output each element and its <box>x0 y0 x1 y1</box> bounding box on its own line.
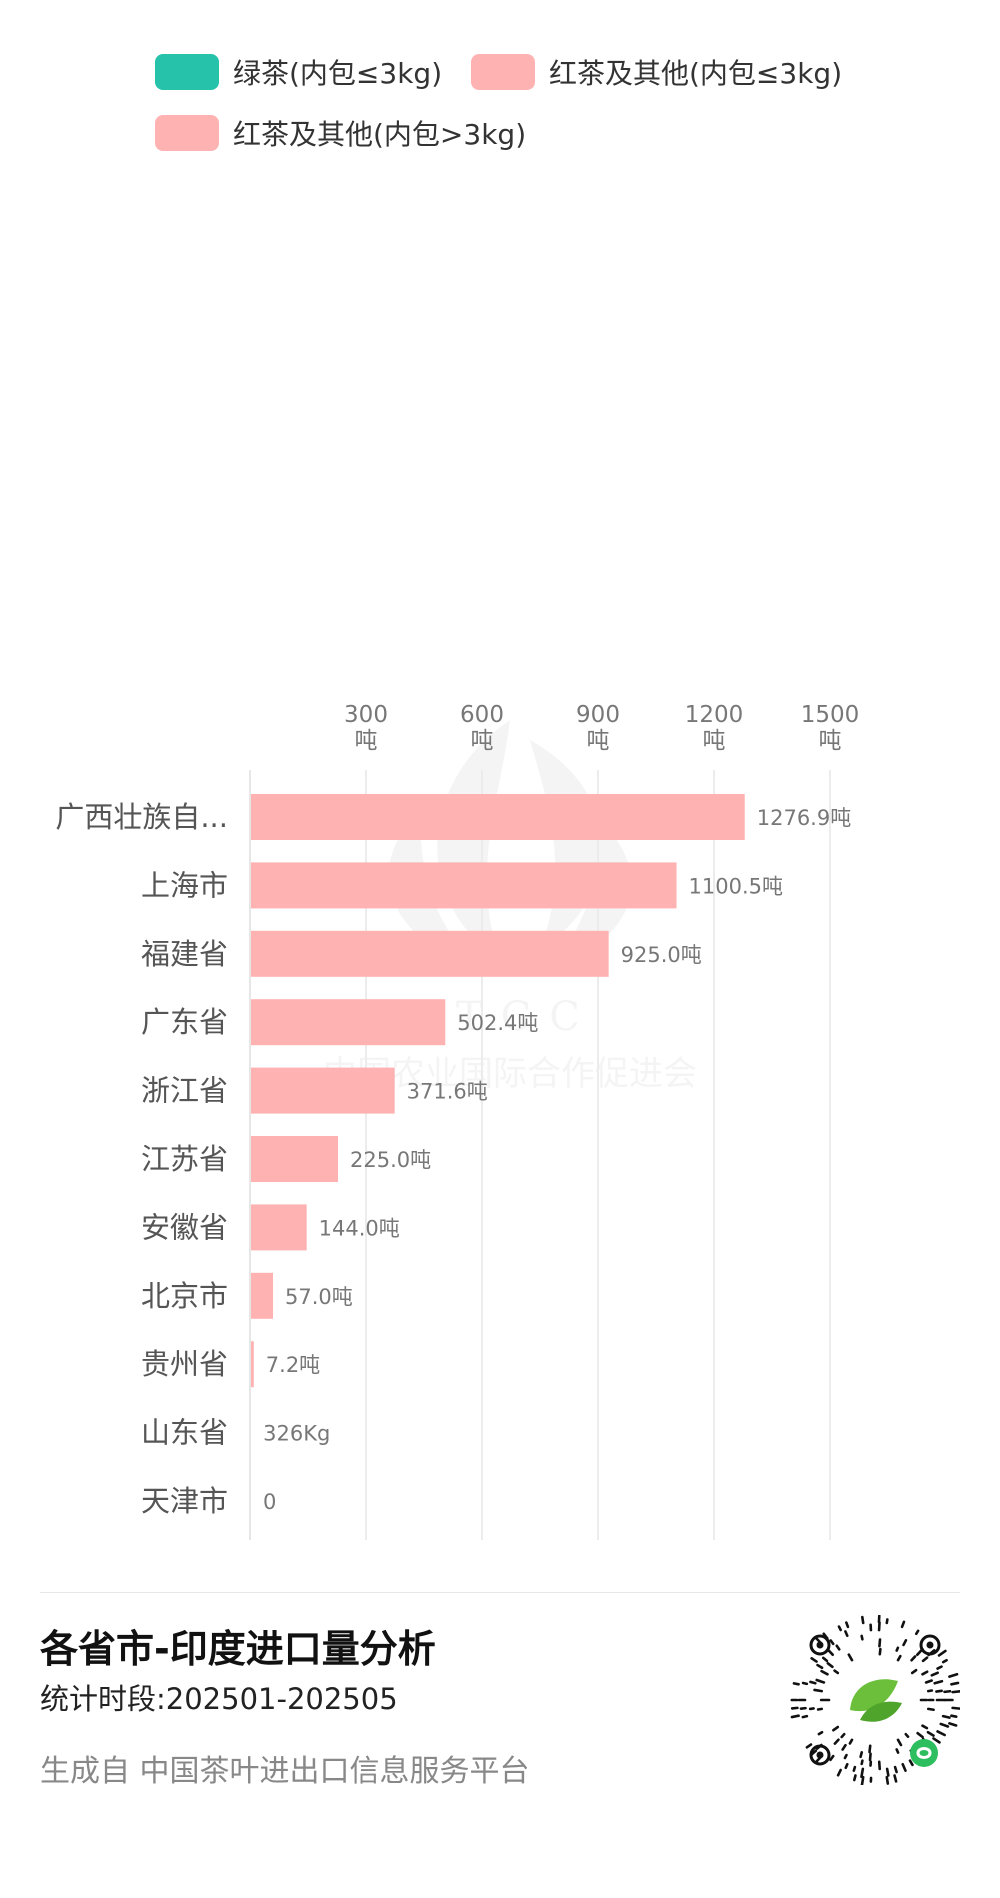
value-label: 502.4吨 <box>457 1011 538 1035</box>
value-label: 326Kg <box>263 1422 330 1446</box>
category-label: 广东省 <box>141 1005 228 1039</box>
x-tick-unit: 吨 <box>587 728 610 754</box>
category-label: 安徽省 <box>141 1210 228 1244</box>
legend-item-green-tea[interactable]: 绿茶(内包≤3kg) <box>155 52 442 92</box>
x-tick-unit: 吨 <box>703 728 726 754</box>
legend-label-black-tea-large: 红茶及其他(内包>3kg) <box>233 118 527 151</box>
category-label: 江苏省 <box>141 1142 228 1176</box>
value-label: 925.0吨 <box>621 943 702 967</box>
bar <box>251 1272 274 1319</box>
category-label: 广西壮族自... <box>55 800 228 834</box>
bar <box>251 999 446 1046</box>
category-label: 浙江省 <box>141 1074 228 1108</box>
category-label: 山东省 <box>141 1416 228 1450</box>
x-tick-label: 600 <box>460 702 504 728</box>
x-tick-unit: 吨 <box>819 728 842 754</box>
legend-swatch-green-tea <box>155 54 219 90</box>
category-label: 北京市 <box>141 1279 228 1313</box>
value-label: 371.6吨 <box>407 1080 488 1104</box>
value-label: 57.0吨 <box>285 1285 353 1309</box>
legend-label-green-tea: 绿茶(内包≤3kg) <box>233 57 443 90</box>
x-tick-label: 300 <box>344 702 388 728</box>
value-label: 225.0吨 <box>350 1148 431 1172</box>
bar <box>251 930 609 977</box>
x-tick-label: 900 <box>576 702 620 728</box>
legend-swatch-black-tea-large <box>155 115 219 151</box>
category-label: 福建省 <box>141 937 228 971</box>
x-tick-label: 1200 <box>685 702 744 728</box>
x-tick-unit: 吨 <box>355 728 378 754</box>
x-tick-label: 1500 <box>801 702 860 728</box>
x-tick-unit: 吨 <box>471 728 494 754</box>
tea-leaf-icon <box>850 1679 898 1712</box>
svg-text:ITCC: ITCC <box>422 994 598 1040</box>
value-label: 7.2吨 <box>266 1353 320 1377</box>
value-label: 144.0吨 <box>319 1216 400 1240</box>
legend-label-black-tea-small: 红茶及其他(内包≤3kg) <box>549 57 843 90</box>
value-label: 1276.9吨 <box>757 806 851 830</box>
value-label: 1100.5吨 <box>689 874 783 898</box>
footer-source: 生成自 中国茶叶进出口信息服务平台 <box>40 1754 530 1789</box>
value-label: 0 <box>263 1490 276 1514</box>
bar <box>251 862 677 909</box>
bar <box>251 1136 338 1182</box>
chart-legend: 绿茶(内包≤3kg) 红茶及其他(内包≤3kg) 红茶及其他(内包>3kg) <box>0 0 1000 160</box>
bar <box>251 1204 307 1251</box>
bar <box>251 1067 395 1114</box>
category-label: 上海市 <box>141 868 228 902</box>
legend-swatch-black-tea-small <box>471 54 535 90</box>
bar <box>251 794 745 840</box>
qr-code-pattern <box>790 1615 960 1785</box>
category-label: 天津市 <box>141 1484 228 1518</box>
legend-item-black-tea-large[interactable]: 红茶及其他(内包>3kg) <box>155 113 526 153</box>
category-label: 贵州省 <box>141 1347 228 1381</box>
bar <box>251 1341 254 1388</box>
footer-title: 各省市-印度进口量分析 <box>40 1627 436 1671</box>
legend-item-black-tea-small[interactable]: 红茶及其他(内包≤3kg) <box>471 52 842 92</box>
mini-program-qr-code[interactable] <box>790 1615 960 1785</box>
footer-divider <box>40 1592 960 1593</box>
footer-period: 统计时段:202501-202505 <box>40 1682 398 1716</box>
wechat-mini-program-icon <box>910 1739 938 1767</box>
chart-bars <box>251 794 745 1388</box>
